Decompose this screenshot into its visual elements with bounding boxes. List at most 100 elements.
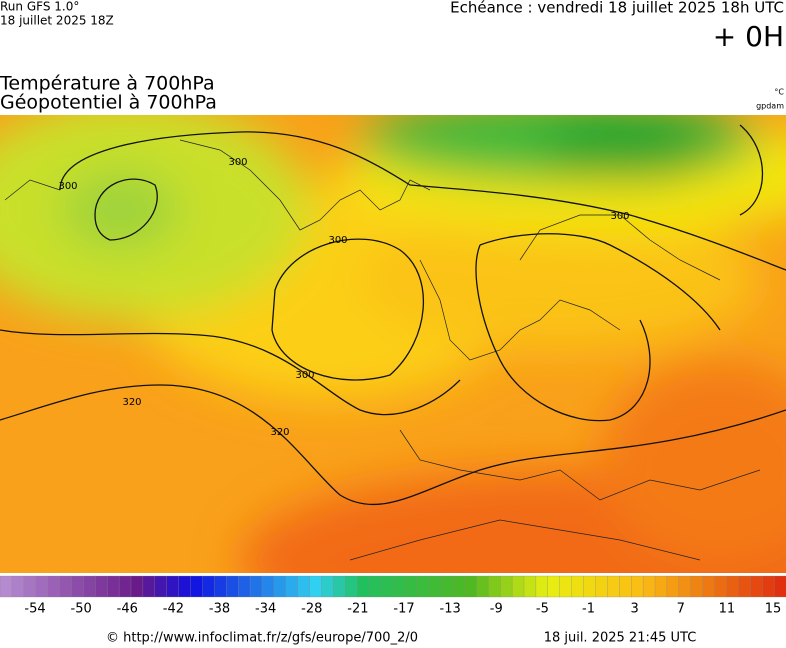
colorbar-swatch xyxy=(178,575,191,598)
colorbar-swatch xyxy=(11,575,25,598)
colorbar-tick-label: -5 xyxy=(536,602,549,617)
colorbar-swatch xyxy=(380,575,394,598)
colorbar-swatch xyxy=(321,575,334,598)
colorbar-swatch xyxy=(309,575,322,598)
colorbar-swatch xyxy=(59,575,72,598)
colorbar-tick-label: -34 xyxy=(255,602,276,617)
colorbar-swatch xyxy=(607,575,620,598)
contour-label: 300 xyxy=(228,157,247,168)
colorbar-swatch xyxy=(583,575,596,598)
colorbar-swatch xyxy=(345,575,358,598)
colorbar-swatch xyxy=(190,575,203,598)
colorbar-tick-label: -1 xyxy=(582,602,595,617)
colorbar-tick-label: -9 xyxy=(490,602,503,617)
colorbar-tick-label: -17 xyxy=(393,602,414,617)
run-label: Run GFS 1.0° xyxy=(0,0,79,14)
title-geopotential: Géopotentiel à 700hPa xyxy=(0,92,217,114)
contour-label: 320 xyxy=(270,427,289,438)
colorbar-swatch xyxy=(523,575,537,598)
colorbar-swatch xyxy=(595,575,608,598)
colorbar-swatch xyxy=(476,575,489,598)
colorbar-tick-label: -50 xyxy=(71,602,92,617)
colorbar-swatch xyxy=(202,575,215,598)
colorbar-swatch xyxy=(107,575,120,598)
contour-label: 300 xyxy=(295,370,314,381)
colorbar-tick-label: -46 xyxy=(117,602,138,617)
colorbar-swatch xyxy=(285,575,299,598)
colorbar-tick-label: 7 xyxy=(677,602,685,617)
colorbar xyxy=(0,575,786,598)
colorbar-tick-label: -42 xyxy=(163,602,184,617)
colorbar-swatch xyxy=(488,575,501,598)
contour-label: 300 xyxy=(610,211,629,222)
colorbar-swatch xyxy=(464,575,477,598)
contour-label: 300 xyxy=(58,181,77,192)
contour-label: 300 xyxy=(328,235,347,246)
colorbar-swatch xyxy=(654,575,668,598)
run-date: 18 juillet 2025 18Z xyxy=(0,14,114,28)
colorbar-swatch xyxy=(619,575,632,598)
colorbar-swatch xyxy=(416,575,430,598)
colorbar-swatch xyxy=(142,575,156,598)
colorbar-swatch xyxy=(714,575,727,598)
colorbar-swatch xyxy=(750,575,763,598)
colorbar-tick-label: 11 xyxy=(719,602,736,617)
colorbar-swatch xyxy=(23,575,37,598)
colorbar-swatch xyxy=(71,575,84,598)
colorbar-swatch xyxy=(249,575,263,598)
colorbar-swatch xyxy=(154,575,168,598)
colorbar-swatch xyxy=(571,575,584,598)
colorbar-swatch xyxy=(428,575,442,598)
colorbar-swatch xyxy=(642,575,656,598)
colorbar-swatch xyxy=(738,575,751,598)
colorbar-swatch xyxy=(130,575,144,598)
colorbar-swatch xyxy=(666,575,680,598)
lead-time: + 0H xyxy=(713,20,784,53)
temperature-field xyxy=(0,115,786,573)
colorbar-swatch xyxy=(392,575,406,598)
colorbar-swatch xyxy=(631,575,644,598)
title-temperature: Température à 700hPa xyxy=(0,73,215,95)
colorbar-swatch xyxy=(261,575,275,598)
footer-timestamp: 18 juil. 2025 21:45 UTC xyxy=(544,631,697,646)
colorbar-swatch xyxy=(214,575,227,598)
colorbar-tick-label: -13 xyxy=(440,602,461,617)
colorbar-swatch xyxy=(726,575,739,598)
colorbar-swatch xyxy=(404,575,418,598)
contour-label: 320 xyxy=(122,397,141,408)
colorbar-swatch xyxy=(118,575,132,598)
colorbar-swatch xyxy=(166,575,180,598)
colorbar-swatch xyxy=(297,575,311,598)
colorbar-swatch xyxy=(333,575,346,598)
colorbar-swatch xyxy=(95,575,108,598)
colorbar-ticks: -54 -50 -46 -42 -38 -34 -28 -21 -17 -13 -9 -5 -1 3 7 11… xyxy=(24,602,781,617)
colorbar-swatch xyxy=(273,575,287,598)
colorbar-swatch xyxy=(47,575,60,598)
colorbar-swatch xyxy=(678,575,692,598)
colorbar-swatch xyxy=(440,575,453,598)
colorbar-swatch xyxy=(773,575,786,598)
unit-temperature: °C xyxy=(774,88,784,97)
forecast-time: Echéance : vendredi 18 juillet 2025 18h … xyxy=(450,0,784,17)
colorbar-tick-label: -28 xyxy=(301,602,322,617)
colorbar-swatch xyxy=(500,575,513,598)
colorbar-swatch xyxy=(35,575,49,598)
colorbar-swatch xyxy=(238,575,251,598)
colorbar-swatch xyxy=(511,575,525,598)
colorbar-swatch xyxy=(762,575,775,598)
colorbar-tick-label: -21 xyxy=(347,602,368,617)
colorbar-tick-label: 15 xyxy=(765,602,782,617)
colorbar-swatch xyxy=(226,575,239,598)
colorbar-swatch xyxy=(690,575,704,598)
colorbar-tick-label: -54 xyxy=(24,602,45,617)
colorbar-swatch xyxy=(357,575,370,598)
colorbar-swatch xyxy=(535,575,549,598)
colorbar-swatch xyxy=(452,575,465,598)
footer-source: © http://www.infoclimat.fr/z/gfs/europe/… xyxy=(106,631,418,646)
colorbar-swatch xyxy=(547,575,561,598)
colorbar-swatch xyxy=(559,575,573,598)
colorbar-swatch xyxy=(702,575,715,598)
colorbar-swatch xyxy=(83,575,96,598)
